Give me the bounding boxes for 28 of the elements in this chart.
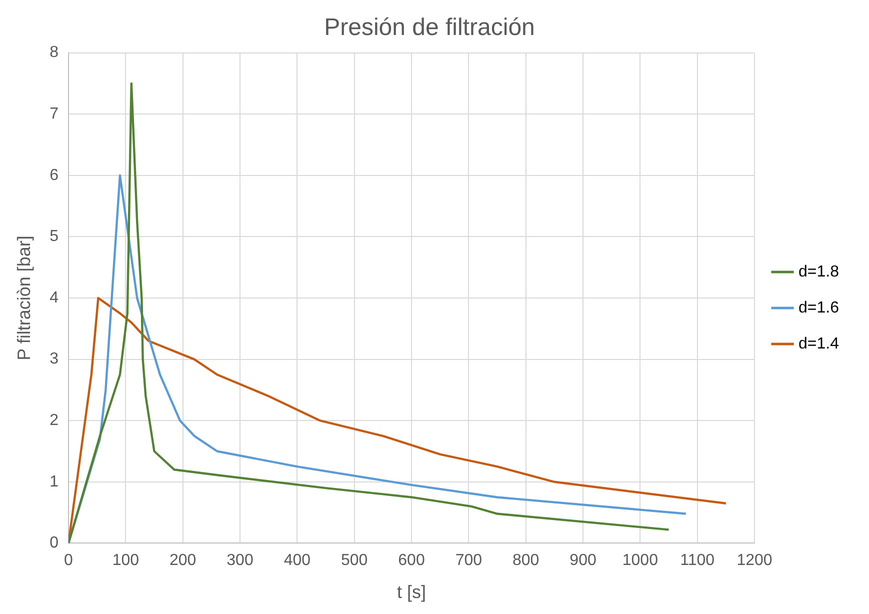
x-axis-title: t [s] [397, 582, 426, 602]
y-tick-label: 7 [50, 106, 59, 123]
y-tick-label: 1 [50, 473, 59, 490]
x-tick-label: 500 [340, 552, 368, 570]
x-tick-label: 1200 [736, 552, 772, 570]
y-tick-label: 5 [50, 228, 59, 246]
x-tick-label: 900 [570, 552, 596, 570]
y-axis-title: P filtraciòn [bar] [14, 236, 34, 360]
y-tick-label: 8 [50, 44, 59, 62]
x-tick-label: 600 [398, 552, 425, 570]
x-tick-label: 200 [169, 552, 196, 570]
x-tick-label: 1000 [622, 552, 658, 570]
x-tick-label: 300 [226, 552, 254, 570]
chart-title: Presión de filtración [324, 14, 535, 42]
x-tick-label: 800 [512, 552, 540, 570]
y-tick-label: 0 [50, 534, 59, 552]
y-tick-label: 6 [50, 166, 59, 184]
y-tick-label: 4 [50, 289, 59, 306]
x-tick-label: 700 [455, 552, 482, 570]
x-tick-label: 400 [284, 552, 311, 570]
x-tick-label: 1100 [680, 552, 715, 570]
legend-label: d=1.4 [798, 335, 840, 352]
y-tick-label: 2 [50, 412, 59, 430]
x-tick-label: 0 [64, 552, 74, 570]
y-tick-label: 3 [50, 350, 59, 368]
legend-label: d=1.8 [798, 263, 840, 280]
legend-label: d=1.6 [798, 299, 840, 316]
x-tick-label: 100 [112, 552, 140, 570]
